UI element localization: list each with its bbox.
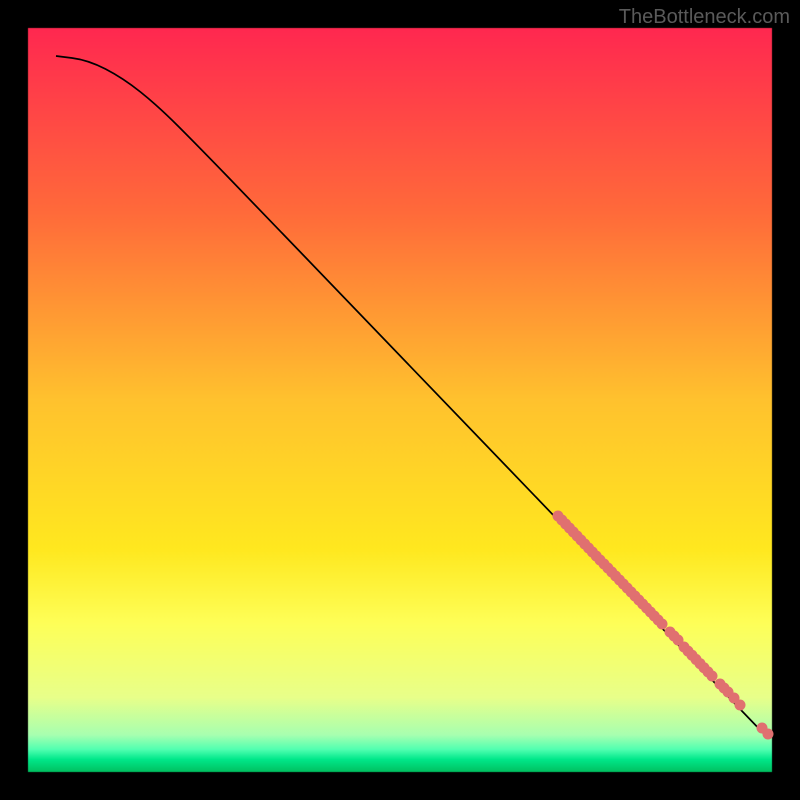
curve-overlay (28, 28, 800, 800)
marker-dot (735, 700, 746, 711)
marker-dot (657, 619, 668, 630)
marker-dot (707, 671, 718, 682)
chart-container: TheBottleneck.com (0, 0, 800, 800)
curve-line (56, 56, 766, 736)
marker-dot (763, 729, 774, 740)
marker-group (553, 511, 774, 740)
plot-area (28, 28, 772, 772)
watermark-text: TheBottleneck.com (619, 6, 790, 29)
